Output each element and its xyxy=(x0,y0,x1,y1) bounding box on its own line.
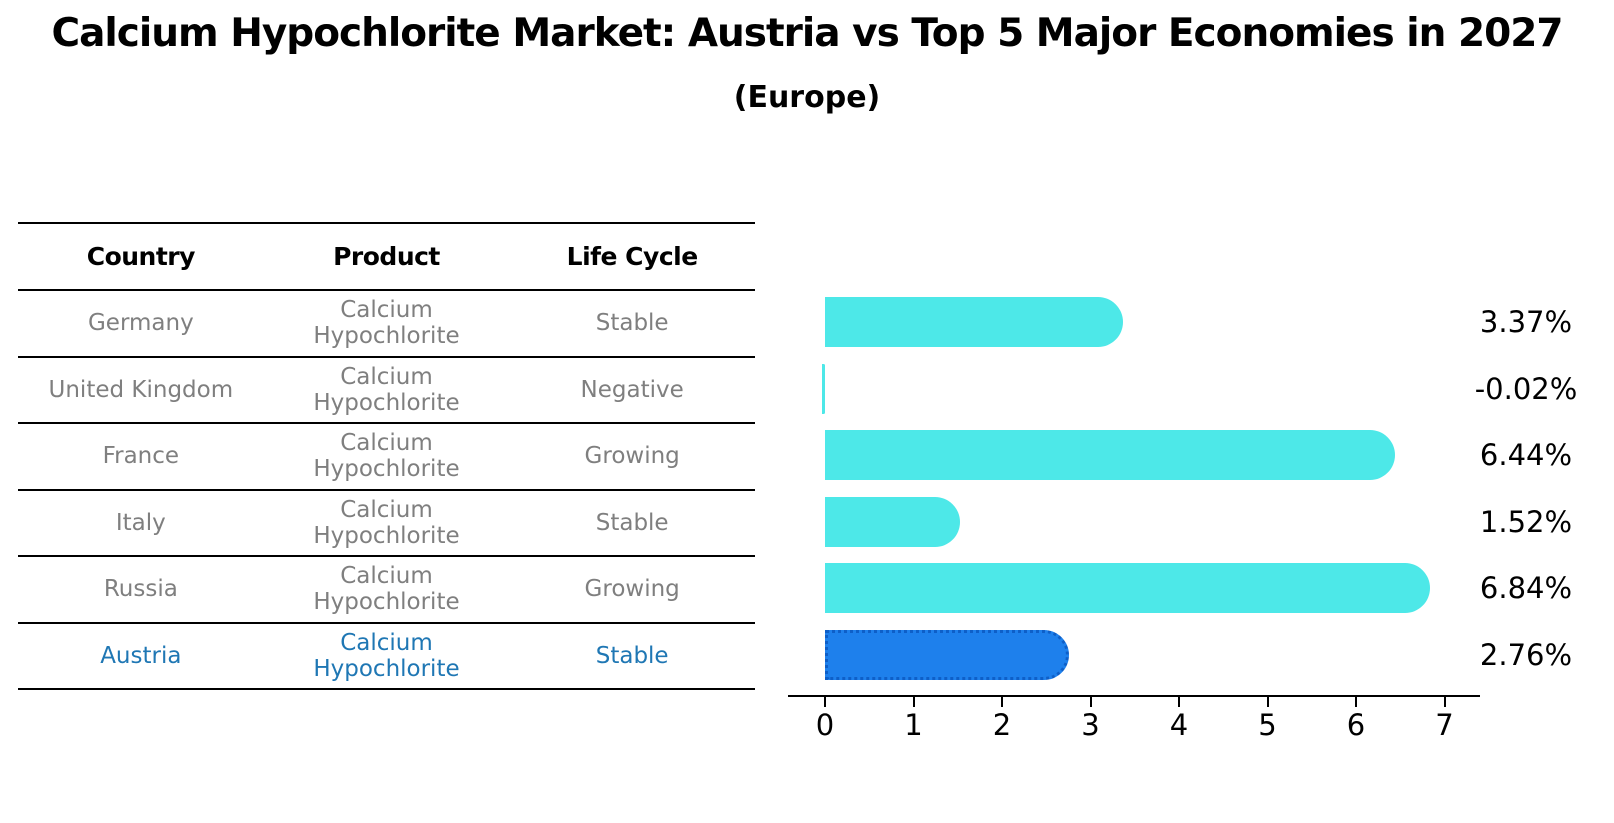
x-axis-tick xyxy=(1266,697,1269,707)
x-axis-tick-label: 3 xyxy=(1081,708,1100,742)
x-axis-tick xyxy=(824,697,826,707)
table-cell: Italy xyxy=(115,509,166,536)
x-axis-tick xyxy=(912,697,915,707)
table-cell: Russia xyxy=(103,576,178,603)
bar-value-label: 3.37% xyxy=(1479,305,1573,339)
table-cell: Negative xyxy=(580,376,684,403)
table-row: France Calcium Hypochlorite Growing xyxy=(18,424,755,491)
table-row: Russia Calcium Hypochlorite Growing xyxy=(18,557,755,624)
table-row: Austria Calcium Hypochlorite Stable xyxy=(18,624,755,690)
table-cell: United Kingdom xyxy=(48,376,234,403)
table-cell: Calcium Hypochlorite xyxy=(313,297,460,350)
table-cell: Calcium Hypochlorite xyxy=(313,629,460,682)
table-cell: Stable xyxy=(595,642,669,669)
table-cell: Calcium Hypochlorite xyxy=(313,430,460,483)
bar-value-label: 6.44% xyxy=(1479,438,1573,473)
table-cell: Calcium Hypochlorite xyxy=(313,563,460,616)
x-axis-tick-label: 2 xyxy=(992,708,1012,742)
x-axis-tick-label: 4 xyxy=(1169,708,1189,742)
x-axis-tick xyxy=(1355,697,1357,707)
table-header-row: Country Product Life Cycle xyxy=(18,224,755,291)
x-axis-tick-label: 6 xyxy=(1346,708,1366,742)
bar-united-kingdom xyxy=(822,363,825,414)
table-cell: France xyxy=(102,443,180,470)
x-axis-tick-label: 5 xyxy=(1258,708,1277,742)
x-axis-tick xyxy=(1178,697,1180,707)
table-row: Germany Calcium Hypochlorite Stable xyxy=(18,291,755,358)
table-cell: Stable xyxy=(595,509,669,536)
x-axis-tick xyxy=(1089,697,1092,707)
bar-germany xyxy=(825,297,1124,347)
bar-value-label: 1.52% xyxy=(1479,504,1573,539)
chart-title: Calcium Hypochlorite Market: Austria vs … xyxy=(51,11,1563,56)
x-axis-tick-label: 7 xyxy=(1435,708,1454,742)
bar-france xyxy=(825,430,1395,481)
table-header-cell: Product xyxy=(333,242,440,271)
table-cell: Growing xyxy=(584,576,680,603)
x-axis-line xyxy=(788,695,1480,697)
table-cell: Austria xyxy=(100,642,182,669)
bar-value-label: 6.84% xyxy=(1479,571,1573,606)
bar-austria xyxy=(825,630,1070,680)
country-table: Country Product Life Cycle Germany Calcium … xyxy=(18,222,755,690)
x-axis-tick xyxy=(1001,697,1003,707)
x-axis-tick xyxy=(1443,697,1446,707)
table-row: Italy Calcium Hypochlorite Stable xyxy=(18,491,755,557)
bar-italy xyxy=(825,496,960,547)
table-row: United Kingdom Calcium Hypochlorite Negati… xyxy=(18,358,755,424)
table-cell: Germany xyxy=(87,310,194,337)
bar-value-label: 2.76% xyxy=(1479,638,1573,672)
table-body: Germany Calcium Hypochlorite Stable United … xyxy=(18,291,755,690)
x-axis-tick-label: 0 xyxy=(815,708,835,742)
table-header-cell: Country xyxy=(86,242,196,271)
x-axis-tick-label: 1 xyxy=(904,708,923,742)
table-cell: Calcium Hypochlorite xyxy=(313,496,460,549)
bar-russia xyxy=(825,563,1431,614)
table-header-cell: Life Cycle xyxy=(566,242,699,271)
table-cell: Calcium Hypochlorite xyxy=(313,363,460,416)
bar-value-label: -0.02% xyxy=(1474,371,1578,406)
chart-subtitle: (Europe) xyxy=(733,80,881,115)
table-cell: Growing xyxy=(584,443,680,470)
table-cell: Stable xyxy=(595,310,669,337)
